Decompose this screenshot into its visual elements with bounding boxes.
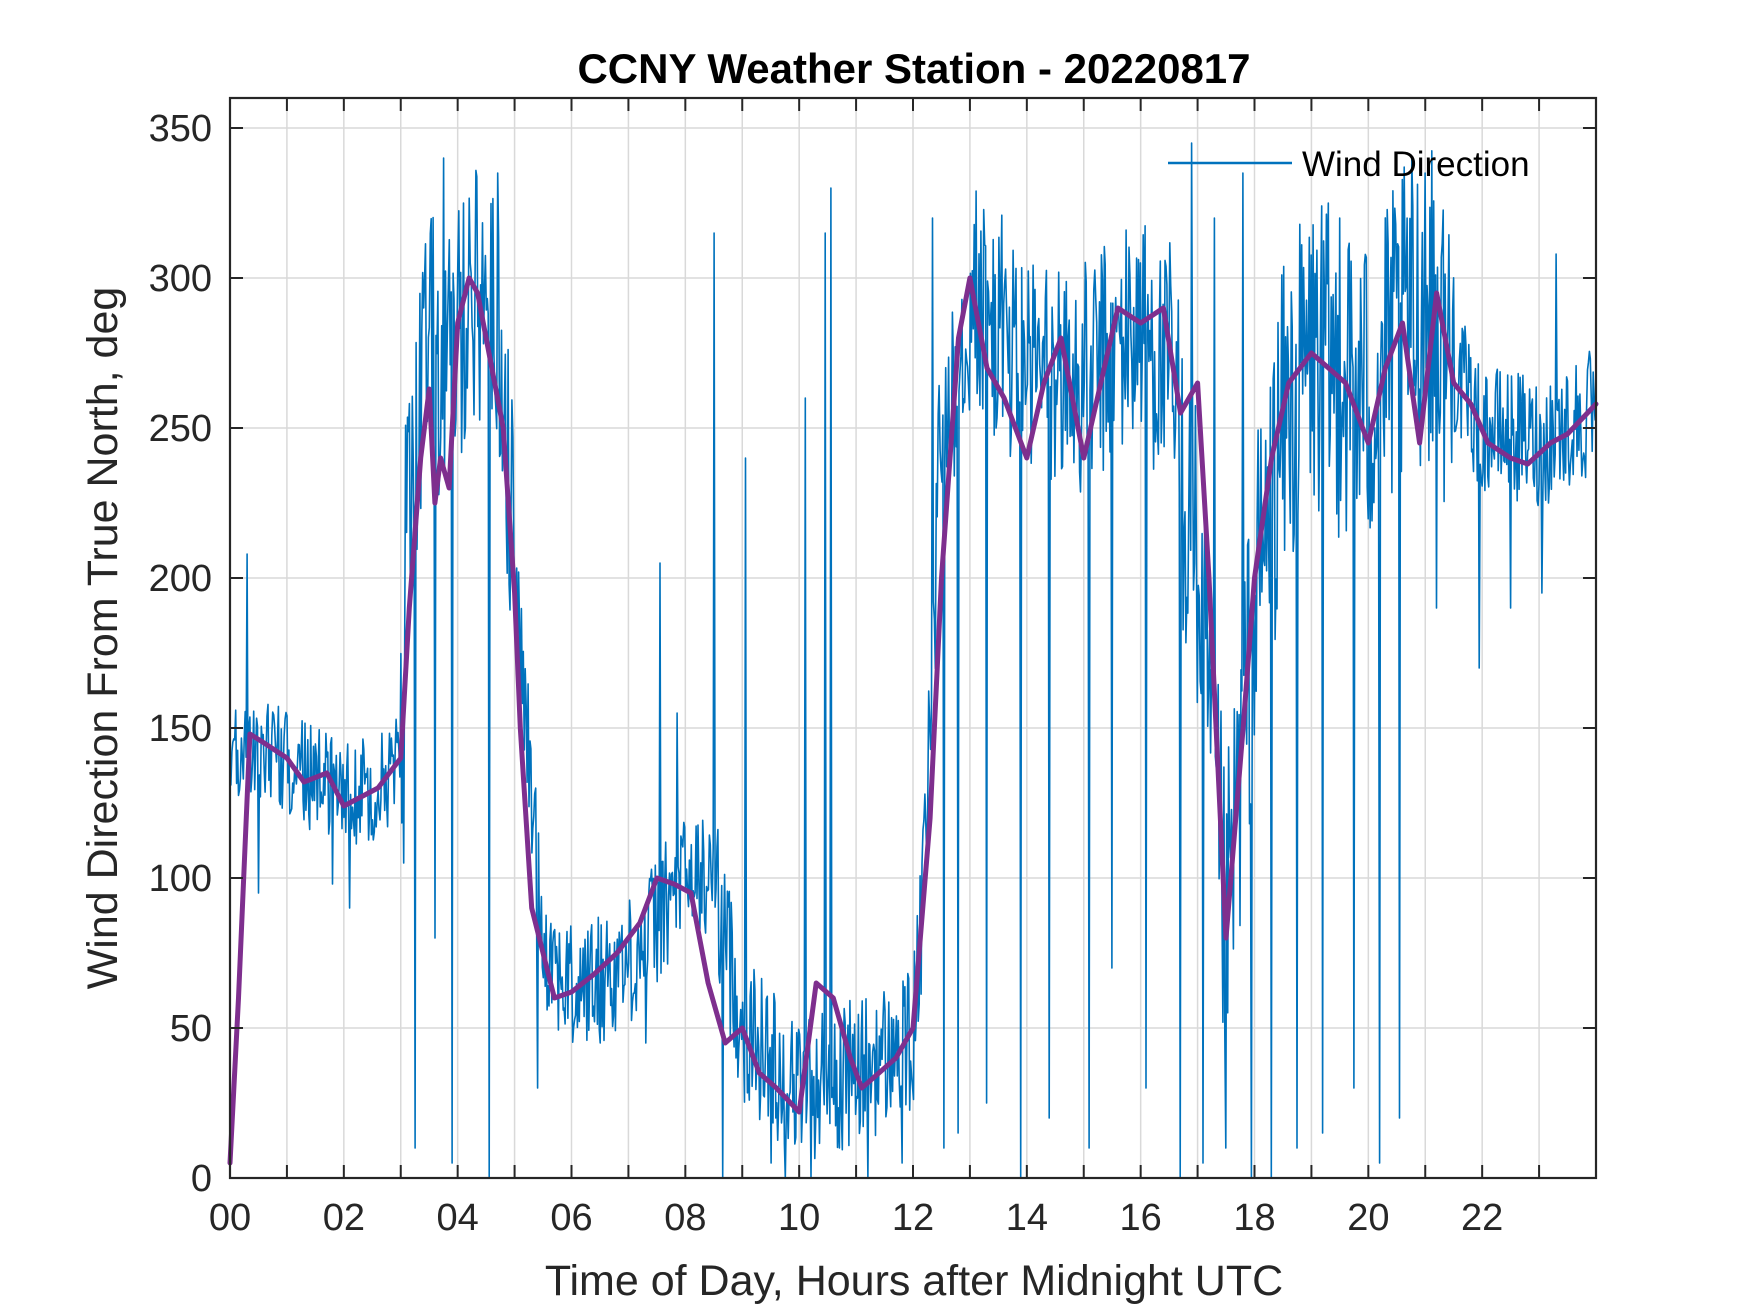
x-tick-label: 04 — [437, 1197, 479, 1239]
x-tick-label: 08 — [664, 1197, 706, 1239]
x-axis-label: Time of Day, Hours after Midnight UTC — [545, 1257, 1283, 1305]
y-tick-label: 250 — [149, 408, 212, 450]
x-tick-label: 12 — [892, 1197, 934, 1239]
tick-marks — [230, 98, 1596, 1179]
series-line-smoothed — [227, 275, 1599, 1166]
y-tick-label: 200 — [149, 558, 212, 600]
x-tick-labels: 00 02 04 06 08 10 12 14 16 18 20 22 — [209, 1197, 1503, 1239]
chart-title: CCNY Weather Station - 20220817 — [577, 45, 1250, 92]
series-raw-wind-direction — [229, 142, 1597, 1179]
y-tick-label: 0 — [191, 1158, 212, 1200]
x-tick-label: 06 — [550, 1197, 592, 1239]
x-tick-label: 00 — [209, 1197, 251, 1239]
x-tick-label: 10 — [778, 1197, 820, 1239]
x-tick-label: 18 — [1233, 1197, 1275, 1239]
x-tick-label: 22 — [1461, 1197, 1503, 1239]
y-tick-label: 150 — [149, 708, 212, 750]
y-tick-label: 100 — [149, 858, 212, 900]
legend-label-wind-direction: Wind Direction — [1302, 145, 1530, 184]
x-tick-label: 14 — [1006, 1197, 1048, 1239]
grid-lines — [230, 98, 1596, 1178]
series-smoothed — [227, 275, 1599, 1166]
y-tick-label: 50 — [170, 1008, 212, 1050]
x-tick-label: 16 — [1120, 1197, 1162, 1239]
x-tick-label: 20 — [1347, 1197, 1389, 1239]
y-axis-label: Wind Direction From True North, deg — [79, 287, 127, 990]
y-tick-label: 350 — [149, 108, 212, 150]
x-tick-label: 02 — [323, 1197, 365, 1239]
series-line-wind-direction — [229, 142, 1597, 1179]
y-tick-labels: 0 50 100 150 200 250 300 350 — [149, 108, 212, 1200]
legend: Wind Direction — [1168, 145, 1530, 184]
y-tick-label: 300 — [149, 258, 212, 300]
